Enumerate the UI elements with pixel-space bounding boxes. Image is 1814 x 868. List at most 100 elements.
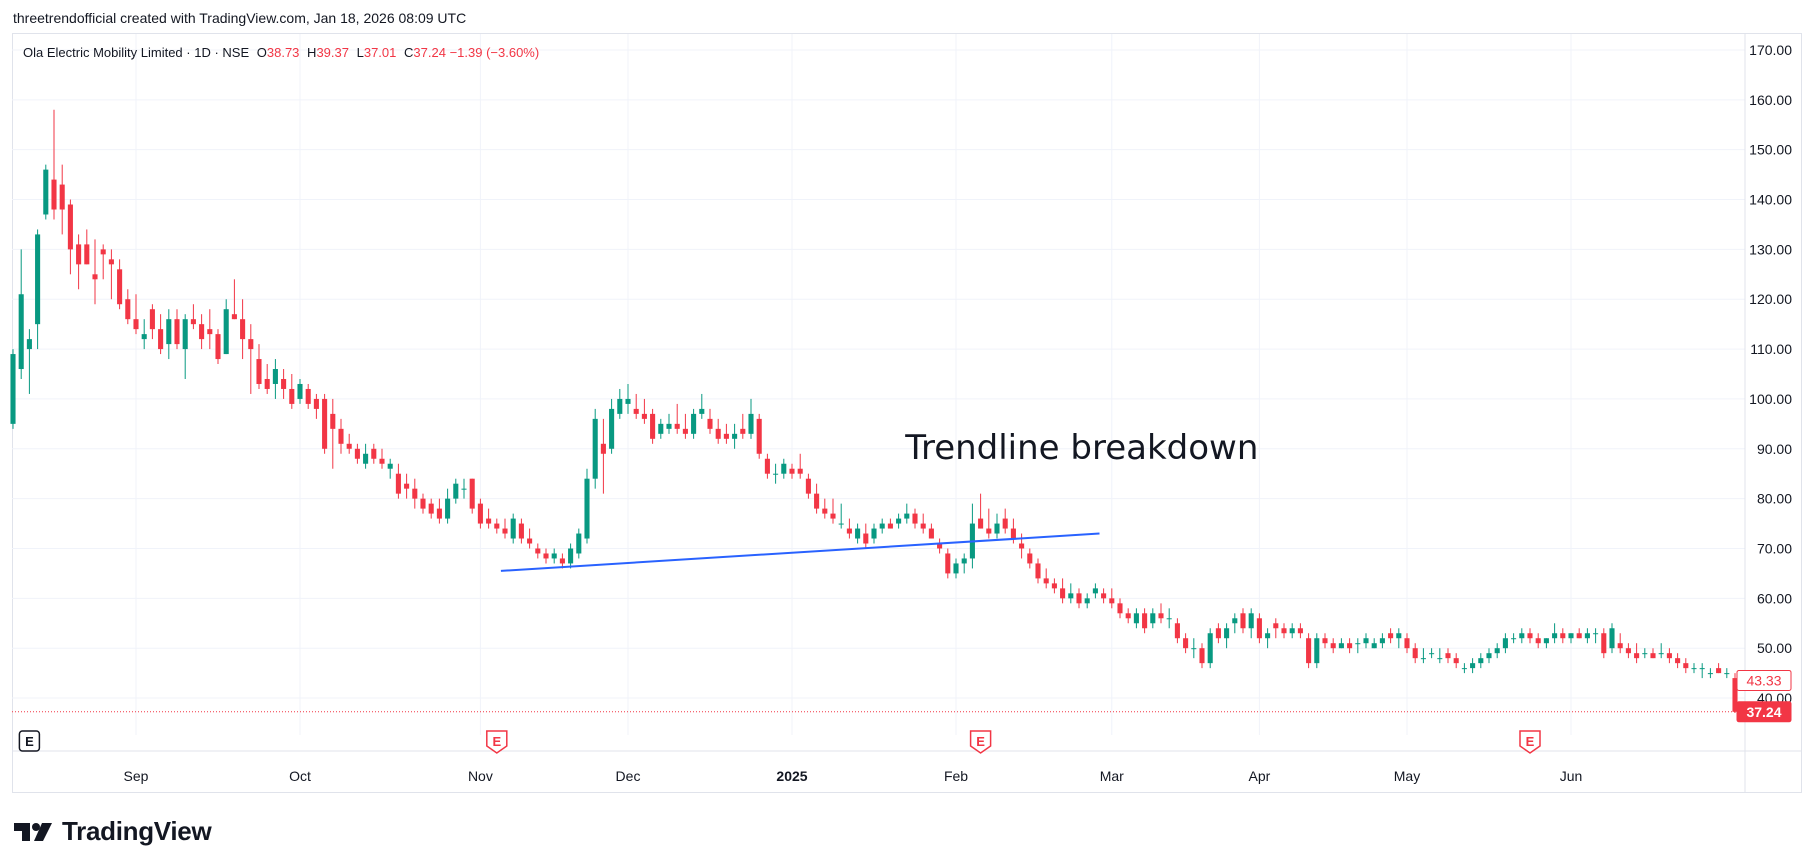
candle-body <box>223 309 229 355</box>
candle <box>986 508 992 539</box>
candle-body <box>1183 638 1189 649</box>
candle-body <box>1502 638 1508 649</box>
candle-body <box>256 359 262 384</box>
earnings-marker-label: E <box>25 734 34 749</box>
candle <box>1675 653 1681 669</box>
candle <box>1191 638 1197 659</box>
candle <box>1355 638 1361 654</box>
candle <box>1412 643 1418 664</box>
price-label-text: 37.24 <box>1746 704 1781 720</box>
candle-body <box>1412 648 1418 659</box>
earnings-marker <box>969 730 992 754</box>
candle-body <box>84 244 90 265</box>
candle <box>1552 623 1558 644</box>
candle-body <box>76 244 82 265</box>
candle <box>67 199 73 275</box>
candle-body <box>527 538 533 544</box>
candle <box>26 329 32 394</box>
price-label-box <box>1736 669 1792 691</box>
price-tick-label: 70.00 <box>1757 540 1792 556</box>
candle <box>100 244 106 280</box>
brand-name: TradingView <box>62 816 212 846</box>
candle <box>674 403 680 434</box>
candle-body <box>592 418 598 479</box>
candle-body <box>666 423 672 429</box>
candle <box>707 408 713 434</box>
candle-body <box>445 498 451 519</box>
candle <box>43 164 49 220</box>
candle <box>568 543 574 569</box>
candle <box>1699 663 1705 679</box>
price-tick-label: 80.00 <box>1757 491 1792 507</box>
candle <box>158 314 164 355</box>
candle <box>313 393 319 419</box>
candle-body <box>1002 518 1008 529</box>
candle <box>1002 508 1008 534</box>
candle <box>1379 633 1385 649</box>
candle <box>805 473 811 499</box>
candle-body <box>674 423 680 429</box>
candle-body <box>1265 633 1271 639</box>
candle-body <box>404 483 410 489</box>
candle <box>830 498 836 524</box>
time-tick-label: Feb <box>944 768 968 784</box>
candle-body <box>240 319 246 340</box>
candle-body <box>1109 598 1115 604</box>
candle-body <box>789 468 795 474</box>
candle-body <box>658 423 664 434</box>
candle-body <box>1133 613 1139 624</box>
candle-body <box>945 553 951 574</box>
candle <box>1470 658 1476 674</box>
candle <box>289 374 295 409</box>
tradingview-logo[interactable]: TradingView <box>14 816 212 847</box>
earnings-marker-label: E <box>976 734 985 749</box>
candle <box>1724 668 1730 679</box>
candle-body <box>1101 593 1107 599</box>
candle <box>248 324 254 394</box>
candle-body <box>1396 633 1402 639</box>
candle <box>1174 618 1180 644</box>
candle <box>1519 628 1525 644</box>
candle <box>494 518 500 534</box>
candle <box>773 463 779 484</box>
candle-body <box>18 294 24 370</box>
trendline <box>500 532 1100 572</box>
candle <box>1576 628 1582 639</box>
candle-body <box>51 179 57 210</box>
candle-body <box>199 324 205 340</box>
candle-body <box>740 428 746 434</box>
candle-body <box>896 518 902 524</box>
candle-body <box>43 169 49 215</box>
candle-body <box>805 478 811 494</box>
candle-body <box>502 528 508 534</box>
candle-body <box>436 508 442 519</box>
candle <box>797 453 803 479</box>
candle-body <box>1445 653 1451 659</box>
candle <box>723 423 729 444</box>
candle <box>461 478 467 499</box>
candle-body <box>1511 638 1517 640</box>
candle <box>256 344 262 389</box>
earnings-marker-label: E <box>1526 734 1535 749</box>
candle-body <box>1256 618 1262 639</box>
candle-body <box>1404 638 1410 649</box>
candle-body <box>1650 653 1656 659</box>
price-label-box <box>1736 701 1792 723</box>
candle <box>592 408 598 489</box>
candle <box>240 299 246 360</box>
candle-body <box>1224 628 1230 639</box>
candle-body <box>1166 618 1172 620</box>
candle <box>387 458 393 479</box>
time-axis: Sep Oct Nov Dec 2025 Feb Mar Apr May Jun <box>124 768 1583 784</box>
candle <box>740 413 746 439</box>
candle-body <box>1519 633 1525 639</box>
candle <box>1109 588 1115 609</box>
candle <box>953 558 959 579</box>
candle <box>379 448 385 469</box>
candle <box>1019 533 1025 559</box>
candle-body <box>1084 598 1090 604</box>
candle <box>1035 558 1041 584</box>
candle-body <box>149 309 155 330</box>
